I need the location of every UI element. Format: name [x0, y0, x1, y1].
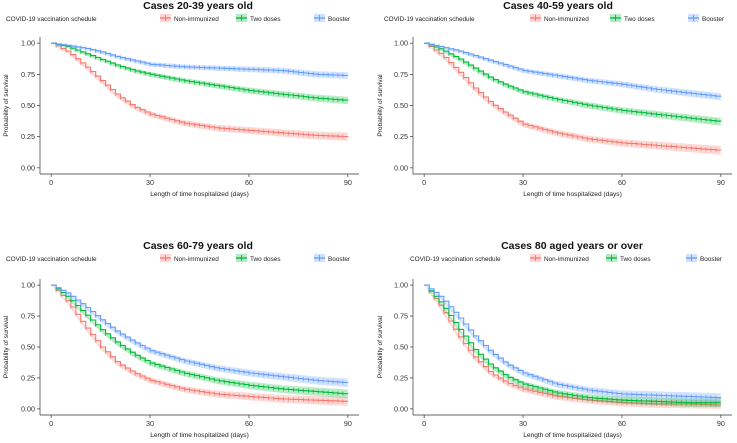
series-two-doses [424, 284, 721, 408]
series-booster [424, 42, 722, 101]
y-tick-label: 0.50 [394, 343, 408, 352]
chart-title: Cases 80 aged years or over [501, 240, 643, 252]
x-axis-label: Length of time hospitalized (days) [150, 191, 249, 198]
x-tick-label: 90 [344, 419, 352, 428]
y-tick-label: 0.50 [21, 343, 35, 352]
y-tick-label: 1.00 [21, 281, 35, 290]
series-booster [51, 41, 349, 79]
y-tick-label: 1.00 [21, 39, 35, 48]
x-tick-label: 30 [519, 419, 527, 428]
legend-item-booster: Booster [314, 254, 351, 263]
y-axis-label: Probability of survival [377, 315, 384, 378]
legend-item-non-immunized: Non-immunized [530, 254, 589, 263]
y-tick-label: 1.00 [394, 281, 408, 290]
x-tick-label: 30 [146, 419, 154, 428]
x-tick-label: 0 [49, 178, 53, 187]
x-tick-label: 90 [344, 178, 352, 187]
chart-title: Cases 40-59 years old [503, 0, 613, 12]
legend-title: COVID-19 vaccination schedule [6, 16, 97, 23]
x-tick-label: 90 [717, 178, 725, 187]
y-tick-label: 1.00 [394, 39, 408, 48]
legend-item-two-doses: Two doses [236, 14, 281, 23]
y-axis-label: Probability of survival [3, 315, 10, 378]
y-axis-label: Probability of survival [3, 74, 10, 137]
legend-label: Booster [328, 256, 351, 263]
y-tick-label: 0.25 [21, 132, 35, 141]
y-tick-label: 0.75 [21, 70, 35, 79]
y-tick-label: 0.25 [394, 373, 408, 382]
series-two-doses [424, 42, 722, 126]
legend-item-two-doses: Two doses [610, 14, 655, 23]
legend-item-non-immunized: Non-immunized [160, 14, 219, 23]
x-axis-label: Length of time hospitalized (days) [150, 432, 249, 439]
legend-label: Two doses [624, 16, 655, 23]
chart-title: Cases 20-39 years old [143, 0, 253, 12]
x-tick-label: 30 [519, 178, 527, 187]
y-tick-label: 0.25 [394, 132, 408, 141]
y-tick-label: 0.00 [394, 163, 408, 172]
legend-item-booster: Booster [686, 254, 723, 263]
x-tick-label: 60 [245, 178, 253, 187]
legend-item-two-doses: Two doses [606, 254, 651, 263]
legend-title: COVID-19 vaccination schedule [6, 256, 97, 263]
y-tick-label: 0.75 [21, 312, 35, 321]
y-tick-label: 0.00 [394, 404, 408, 413]
series-booster [51, 284, 349, 388]
y-tick-label: 0.25 [21, 373, 35, 382]
x-axis-label: Length of time hospitalized (days) [523, 191, 622, 198]
series-two-doses [51, 42, 349, 105]
legend-label: Two doses [620, 256, 651, 263]
series-booster [424, 284, 722, 403]
x-tick-label: 0 [422, 419, 426, 428]
legend-label: Non-immunized [174, 256, 219, 263]
x-axis-label: Length of time hospitalized (days) [523, 432, 622, 439]
legend-label: Non-immunized [544, 16, 589, 23]
legend-label: Non-immunized [544, 256, 589, 263]
legend-label: Booster [702, 16, 725, 23]
y-axis-label: Probability of survival [377, 74, 384, 137]
y-tick-label: 0.00 [21, 404, 35, 413]
x-tick-label: 60 [618, 178, 626, 187]
y-tick-label: 0.00 [21, 163, 35, 172]
legend-label: Two doses [250, 16, 281, 23]
legend-item-non-immunized: Non-immunized [530, 14, 589, 23]
legend-item-booster: Booster [314, 14, 351, 23]
chart-panel-2: Cases 40-59 years old COVID-19 vaccinatio… [377, 0, 732, 198]
y-tick-label: 0.75 [394, 70, 408, 79]
legend-item-non-immunized: Non-immunized [160, 254, 219, 263]
x-tick-label: 0 [422, 178, 426, 187]
chart-panel-3: Cases 60-79 years old COVID-19 vaccinatio… [3, 240, 359, 439]
chart-title: Cases 60-79 years old [143, 240, 253, 252]
legend-label: Booster [328, 16, 351, 23]
series-non-immunized [51, 42, 349, 141]
legend-label: Two doses [250, 256, 281, 263]
legend-label: Booster [700, 256, 723, 263]
x-tick-label: 60 [245, 419, 253, 428]
x-tick-label: 90 [717, 419, 725, 428]
x-tick-label: 0 [49, 419, 53, 428]
chart-panel-1: Cases 20-39 years old COVID-19 vaccinatio… [3, 0, 359, 198]
series-non-immunized [51, 284, 349, 406]
legend-item-booster: Booster [688, 14, 725, 23]
legend-item-two-doses: Two doses [236, 254, 281, 263]
confidence-band [51, 285, 348, 388]
x-tick-label: 60 [618, 419, 626, 428]
survival-curve [51, 284, 349, 402]
series-non-immunized [424, 42, 722, 155]
y-tick-label: 0.75 [394, 312, 408, 321]
legend-title: COVID-19 vaccination schedule [384, 16, 475, 23]
y-tick-label: 0.50 [394, 101, 408, 110]
legend-title: COVID-19 vaccination schedule [410, 256, 501, 263]
x-tick-label: 30 [146, 178, 154, 187]
y-tick-label: 0.50 [21, 101, 35, 110]
legend-label: Non-immunized [174, 16, 219, 23]
